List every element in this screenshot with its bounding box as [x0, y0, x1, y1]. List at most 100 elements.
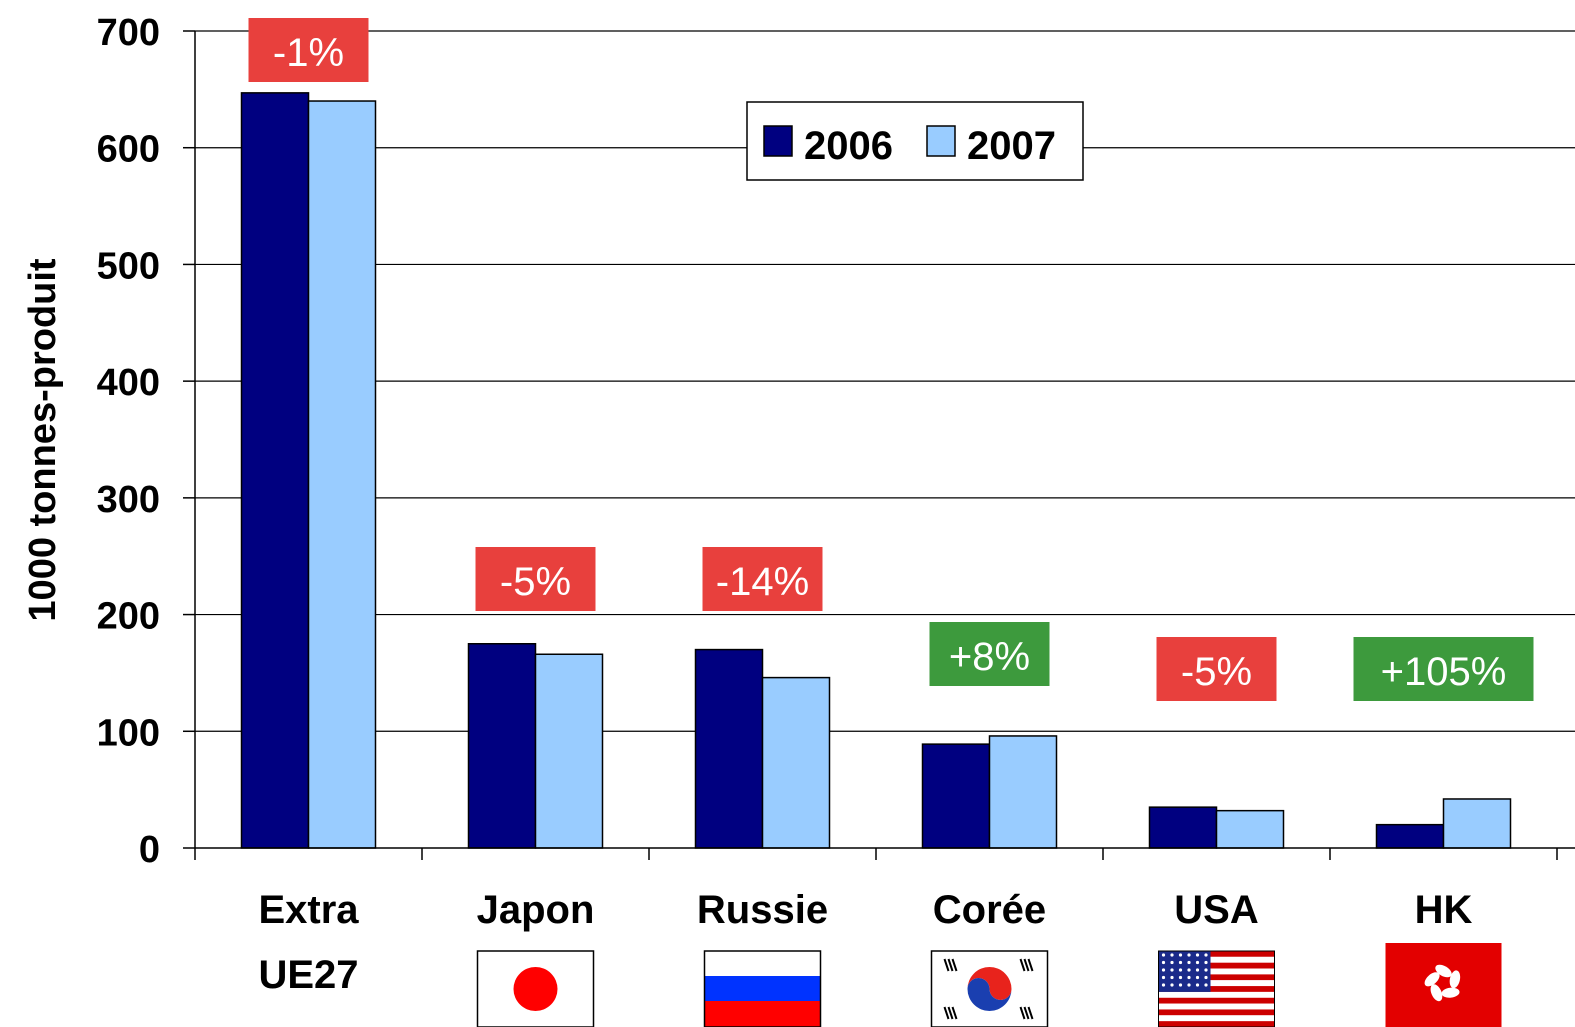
- usa-flag-star: [1187, 968, 1191, 972]
- change-badge-text: -5%: [1181, 650, 1252, 694]
- usa-flag-stripe: [1158, 956, 1275, 963]
- change-badge-bg: [929, 622, 1050, 686]
- change-badges: -1% -5% -14% +8% -5% +105%: [248, 18, 1534, 701]
- usa-flag-star: [1187, 953, 1191, 957]
- hongkong-flag-field: [1385, 943, 1502, 1027]
- y-tick-label: 700: [97, 12, 160, 54]
- usa-flag-star: [1195, 960, 1200, 965]
- legend-label-2006: 2006: [804, 124, 893, 168]
- korea-flag-trigram: [1027, 1006, 1034, 1020]
- legend-swatch-2007: [926, 125, 956, 157]
- legend-swatch-2006: [763, 125, 793, 157]
- usa-flag-icon: [1158, 950, 1275, 1027]
- change-badge-bg: [475, 547, 596, 611]
- usa-flag-star: [1178, 953, 1183, 957]
- hongkong-flag-petal: [1435, 964, 1452, 978]
- bar-2007-2: [761, 676, 831, 849]
- usa-flag-star: [1195, 968, 1200, 972]
- flags: [476, 943, 1502, 1027]
- korea-flag-trigram: [951, 958, 958, 972]
- category-label: Extra: [258, 888, 359, 932]
- labels: 0 100 200 300 400 500 600 700 Extra UE27 Japon Russ…: [97, 12, 1473, 997]
- korea-flag-trigram: [1023, 1006, 1030, 1020]
- korea-flag-trigram: [947, 1006, 954, 1020]
- y-tick-label: 100: [97, 712, 160, 754]
- legend-frame: [746, 101, 1084, 181]
- change-badge-text: -5%: [500, 560, 571, 604]
- usa-flag-stripe: [1158, 951, 1275, 957]
- bar-2006-4: [1148, 806, 1218, 849]
- usa-flag-star: [1187, 975, 1191, 980]
- bar-2007-5: [1442, 798, 1512, 849]
- hongkong-flag-petal: [1449, 970, 1461, 989]
- change-badge-text: +8%: [949, 635, 1030, 679]
- korea-flag-trigram: [947, 958, 954, 972]
- hongkong-flag-petal: [1424, 972, 1440, 987]
- change-badge-bg: [1353, 637, 1534, 701]
- korea-flag-trigram: [1019, 1006, 1026, 1020]
- category-label: HK: [1415, 888, 1473, 932]
- usa-flag-star: [1170, 953, 1174, 957]
- legend: 2006 2007: [746, 101, 1084, 181]
- usa-flag-star: [1187, 960, 1191, 965]
- usa-flag-stripe: [1158, 962, 1275, 969]
- legend-box: 2006 2007: [746, 101, 1084, 181]
- korea-flag-trigram: [943, 958, 950, 972]
- bar-2006-5: [1375, 823, 1445, 849]
- y-tick-label: 600: [97, 129, 160, 171]
- category-label: Russie: [697, 888, 828, 932]
- usa-flag-stripe: [1158, 986, 1275, 992]
- usa-flag-star: [1161, 983, 1166, 987]
- usa-flag-star: [1187, 983, 1191, 987]
- usa-flag-star: [1170, 975, 1174, 980]
- usa-flag-stripe: [1158, 1021, 1275, 1027]
- change-badge-bg: [248, 18, 369, 82]
- russia-flag-blue: [704, 976, 821, 1001]
- y-tick-label: 0: [139, 829, 160, 871]
- usa-flag-star: [1170, 968, 1174, 972]
- usa-flag-stripe: [1158, 974, 1275, 981]
- hongkong-flag-petal: [1441, 987, 1460, 998]
- category-label: USA: [1174, 888, 1258, 932]
- usa-flag-star: [1161, 953, 1166, 957]
- y-tick-label: 200: [97, 596, 160, 638]
- bar-2007-4: [1215, 809, 1285, 849]
- bar-2006-1: [467, 643, 537, 849]
- usa-flag-stripe: [1158, 997, 1275, 1004]
- category-label-line2: UE27: [258, 953, 358, 997]
- category-label: Japon: [477, 888, 595, 932]
- korea-flag-trigram: [1023, 958, 1030, 972]
- korea-flag-icon: [930, 950, 1049, 1027]
- axes: [183, 30, 1575, 860]
- usa-flag-star: [1204, 960, 1208, 965]
- usa-flag-star: [1170, 960, 1174, 965]
- usa-flag-star: [1170, 983, 1174, 987]
- change-badge-bg: [702, 547, 823, 611]
- usa-flag-star: [1195, 983, 1200, 987]
- bar-2006-3: [921, 743, 991, 849]
- usa-flag-star: [1161, 960, 1166, 965]
- korea-flag-trigram: [1019, 958, 1026, 972]
- korea-flag-trigram: [951, 1006, 958, 1020]
- usa-flag-star: [1161, 968, 1166, 972]
- usa-flag-star: [1204, 953, 1208, 957]
- usa-flag-star: [1161, 975, 1166, 980]
- usa-flag-star: [1178, 983, 1183, 987]
- korea-flag-trigram: [943, 1006, 950, 1020]
- usa-flag-stripe: [1158, 968, 1275, 975]
- y-tick-label: 500: [97, 245, 160, 287]
- russia-flag-white: [704, 951, 821, 976]
- russia-flag-red: [704, 1001, 821, 1027]
- russia-flag-border: [703, 950, 822, 1027]
- bar-2006-2: [694, 648, 764, 849]
- legend-label-2007: 2007: [967, 124, 1056, 168]
- category-label: Corée: [933, 888, 1046, 932]
- usa-flag-stripe: [1158, 1003, 1275, 1010]
- russia-flag-icon: [703, 950, 822, 1027]
- change-badge-text: +105%: [1381, 650, 1507, 694]
- hongkong-flag-petal: [1430, 984, 1443, 1002]
- bars: [240, 92, 1512, 849]
- bar-2007-3: [988, 735, 1058, 849]
- usa-flag-stripe: [1158, 1009, 1275, 1016]
